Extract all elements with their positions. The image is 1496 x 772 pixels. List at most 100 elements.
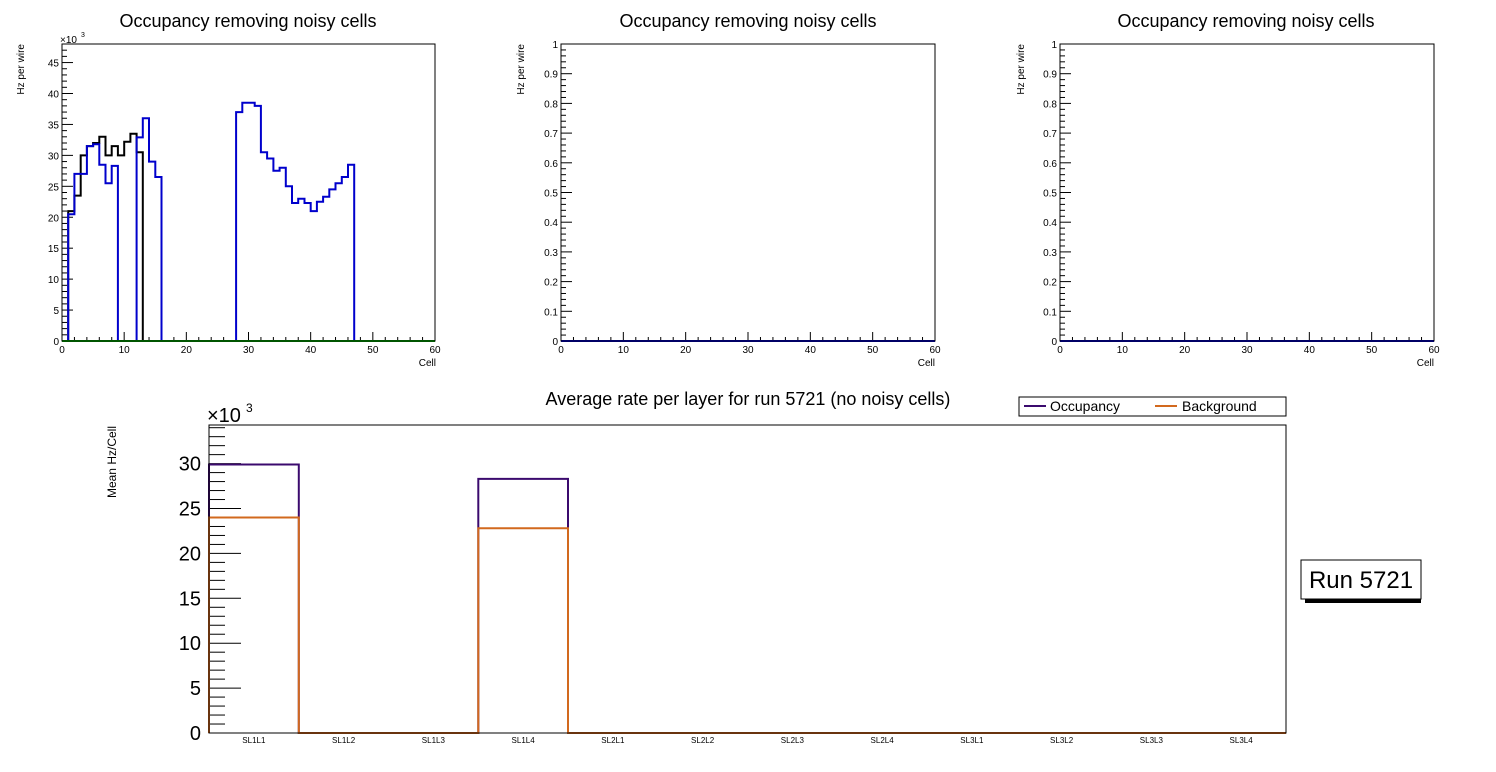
summary-exponent-base: ×10 — [207, 405, 241, 427]
panel-1-exponent-base: ×10 — [60, 35, 77, 46]
occupancy-panel-3: Occupancy removing noisy cells Hz per wi… — [1016, 11, 1440, 369]
panel-3-frame — [1059, 43, 1435, 342]
occupancy-panel-1: Occupancy removing noisy cells ×10 3 Hz … — [16, 11, 441, 369]
panel-1-ylabel: Hz per wire — [16, 44, 27, 95]
occupancy-panel-2: Occupancy removing noisy cells Hz per wi… — [516, 11, 941, 369]
category-label: SL2L4 — [871, 736, 895, 745]
y-tick-label: 0.9 — [544, 70, 558, 81]
x-tick-label: 30 — [243, 345, 255, 356]
summary-ticks: 0 5 10 15 20 25 30 SL1L1 SL1L2 SL1L3 SL1L4 SL2L1 SL2… — [179, 427, 1254, 745]
y-tick-label: 20 — [48, 213, 60, 224]
run-label-frame — [1300, 559, 1422, 600]
category-label: SL2L3 — [781, 736, 805, 745]
x-tick-label: 60 — [429, 345, 441, 356]
y-tick-label: 0 — [53, 337, 59, 348]
run-label-box: Run 5721 — [1300, 559, 1422, 603]
category-label: SL2L1 — [601, 736, 625, 745]
category-label: SL3L4 — [1230, 736, 1254, 745]
legend-box — [1018, 396, 1287, 417]
y-tick-label: 15 — [179, 588, 201, 610]
y-tick-label: 0.1 — [1043, 307, 1057, 318]
y-tick-label: 0.7 — [544, 129, 558, 140]
summary-legend: Occupancy Background — [1018, 396, 1287, 417]
x-tick-label: 50 — [367, 345, 379, 356]
y-tick-label: 0.8 — [1043, 99, 1057, 110]
y-tick-label: 0 — [1051, 337, 1057, 348]
y-tick-label: 30 — [179, 454, 201, 476]
y-tick-label: 25 — [179, 499, 201, 521]
y-tick-label: 5 — [190, 678, 201, 700]
category-label: SL1L3 — [422, 736, 446, 745]
histogram-background — [62, 101, 435, 342]
x-tick-label: 20 — [680, 345, 692, 356]
y-tick-label: 0.6 — [544, 159, 558, 170]
y-tick-label: 45 — [48, 59, 60, 70]
y-tick-label: 0.1 — [544, 307, 558, 318]
x-tick-label: 40 — [1304, 345, 1316, 356]
x-tick-label: 0 — [59, 345, 65, 356]
y-tick-label: 25 — [48, 182, 60, 193]
y-tick-label: 0.8 — [544, 99, 558, 110]
x-tick-label: 60 — [1428, 345, 1440, 356]
y-tick-label: 10 — [179, 633, 201, 655]
x-tick-label: 20 — [1179, 345, 1191, 356]
panel-1-exponent-power: 3 — [81, 32, 85, 39]
x-tick-label: 30 — [1241, 345, 1253, 356]
summary-exponent-power: 3 — [246, 401, 253, 415]
x-tick-label: 10 — [618, 345, 630, 356]
x-tick-label: 0 — [558, 345, 564, 356]
y-tick-label: 0.2 — [544, 278, 558, 289]
summary-title: Average rate per layer for run 5721 (no … — [546, 389, 951, 409]
layer-rate-panel: Average rate per layer for run 5721 (no … — [105, 389, 1422, 745]
category-label: SL1L4 — [512, 736, 536, 745]
y-tick-label: 0.4 — [544, 218, 558, 229]
x-tick-label: 40 — [805, 345, 817, 356]
x-tick-label: 10 — [119, 345, 131, 356]
y-tick-label: 0.2 — [1043, 278, 1057, 289]
run-label-text: Run 5721 — [1309, 567, 1413, 594]
category-label: SL3L1 — [960, 736, 984, 745]
category-label: SL2L2 — [691, 736, 715, 745]
legend-background-label: Background — [1182, 398, 1257, 414]
panel-1-title: Occupancy removing noisy cells — [119, 11, 376, 31]
y-tick-label: 0.5 — [544, 189, 558, 200]
y-tick-label: 5 — [53, 306, 59, 317]
y-tick-label: 0.3 — [544, 248, 558, 259]
panel-2-xlabel: Cell — [918, 358, 935, 369]
x-tick-label: 50 — [1366, 345, 1378, 356]
y-tick-label: 1 — [552, 40, 558, 51]
y-tick-label: 10 — [48, 275, 60, 286]
panel-2-frame — [560, 43, 936, 342]
panel-3-xlabel: Cell — [1417, 358, 1434, 369]
panel-2-title: Occupancy removing noisy cells — [619, 11, 876, 31]
y-tick-label: 0.9 — [1043, 70, 1057, 81]
y-tick-label: 30 — [48, 151, 60, 162]
y-tick-label: 0.4 — [1043, 218, 1057, 229]
x-tick-label: 50 — [867, 345, 879, 356]
y-tick-label: 0.6 — [1043, 159, 1057, 170]
y-tick-label: 35 — [48, 120, 60, 131]
panel-3-title: Occupancy removing noisy cells — [1117, 11, 1374, 31]
panel-3-ylabel: Hz per wire — [1016, 44, 1027, 95]
y-tick-label: 0.3 — [1043, 248, 1057, 259]
y-tick-label: 40 — [48, 90, 60, 101]
y-tick-label: 20 — [179, 543, 201, 565]
x-tick-label: 60 — [929, 345, 941, 356]
category-label: SL1L2 — [332, 736, 356, 745]
x-tick-label: 10 — [1117, 345, 1129, 356]
x-tick-label: 0 — [1057, 345, 1063, 356]
y-tick-label: 0.7 — [1043, 129, 1057, 140]
category-label: SL3L3 — [1140, 736, 1164, 745]
panel-1-xlabel: Cell — [419, 358, 436, 369]
y-tick-label: 1 — [1051, 40, 1057, 51]
summary-frame — [208, 424, 1287, 734]
category-label: SL1L1 — [242, 736, 266, 745]
x-tick-label: 40 — [305, 345, 317, 356]
x-tick-label: 30 — [742, 345, 754, 356]
y-tick-label: 0.5 — [1043, 189, 1057, 200]
y-tick-label: 15 — [48, 244, 60, 255]
legend-occupancy-label: Occupancy — [1050, 398, 1120, 414]
panel-2-ylabel: Hz per wire — [516, 44, 527, 95]
y-tick-label: 0 — [190, 723, 201, 745]
